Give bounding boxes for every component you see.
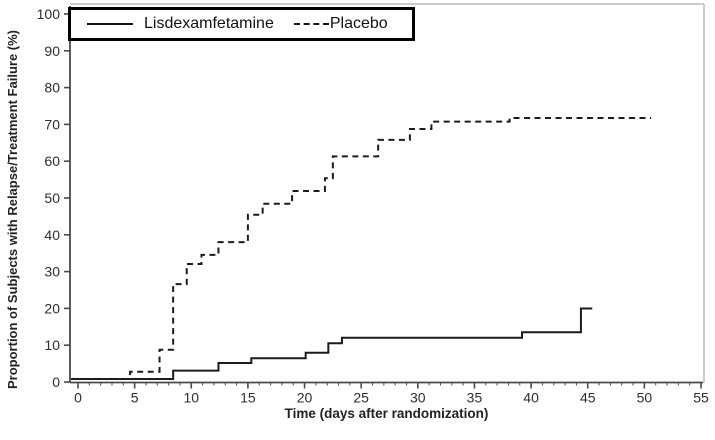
y-tick-label: 50 [44,190,60,206]
series-line-lisdexamfetamine [71,307,593,380]
y-tick-label: 80 [44,80,60,96]
y-tick-label: 60 [44,153,60,169]
y-tick-label: 30 [44,264,60,280]
x-tick-label: 40 [523,390,539,406]
y-axis-title: Proportion of Subjects with Relapse/Trea… [5,30,20,390]
x-axis-title: Time (days after randomization) [284,406,489,421]
lisdexamfetamine-line-sample [87,23,133,25]
y-tick-label: 100 [37,6,61,22]
x-tick-label: 25 [353,390,369,406]
x-tick-label: 20 [297,390,313,406]
x-tick-label: 55 [693,390,709,406]
x-tick-label: 15 [240,390,256,406]
x-tick-label: 50 [637,390,653,406]
x-tick-label: 30 [410,390,426,406]
placebo-line-sample [293,23,329,25]
legend-box: Lisdexamfetamine Placebo [68,7,415,41]
y-tick-label: 20 [44,300,60,316]
y-tick-label: 90 [44,43,60,59]
series-line-placebo [71,117,652,380]
x-tick-label: 5 [131,390,139,406]
y-tick-label: 40 [44,227,60,243]
x-tick-label: 0 [74,390,82,406]
y-tick-label: 10 [44,337,60,353]
x-tick-label: 45 [580,390,596,406]
y-tick-label: 0 [52,374,60,390]
y-tick-label: 70 [44,116,60,132]
x-tick-label: 10 [183,390,199,406]
legend-label-placebo: Placebo [329,15,388,32]
x-tick-label: 35 [467,390,483,406]
legend-label-lisdexamfetamine: Lisdexamfetamine [144,15,274,32]
